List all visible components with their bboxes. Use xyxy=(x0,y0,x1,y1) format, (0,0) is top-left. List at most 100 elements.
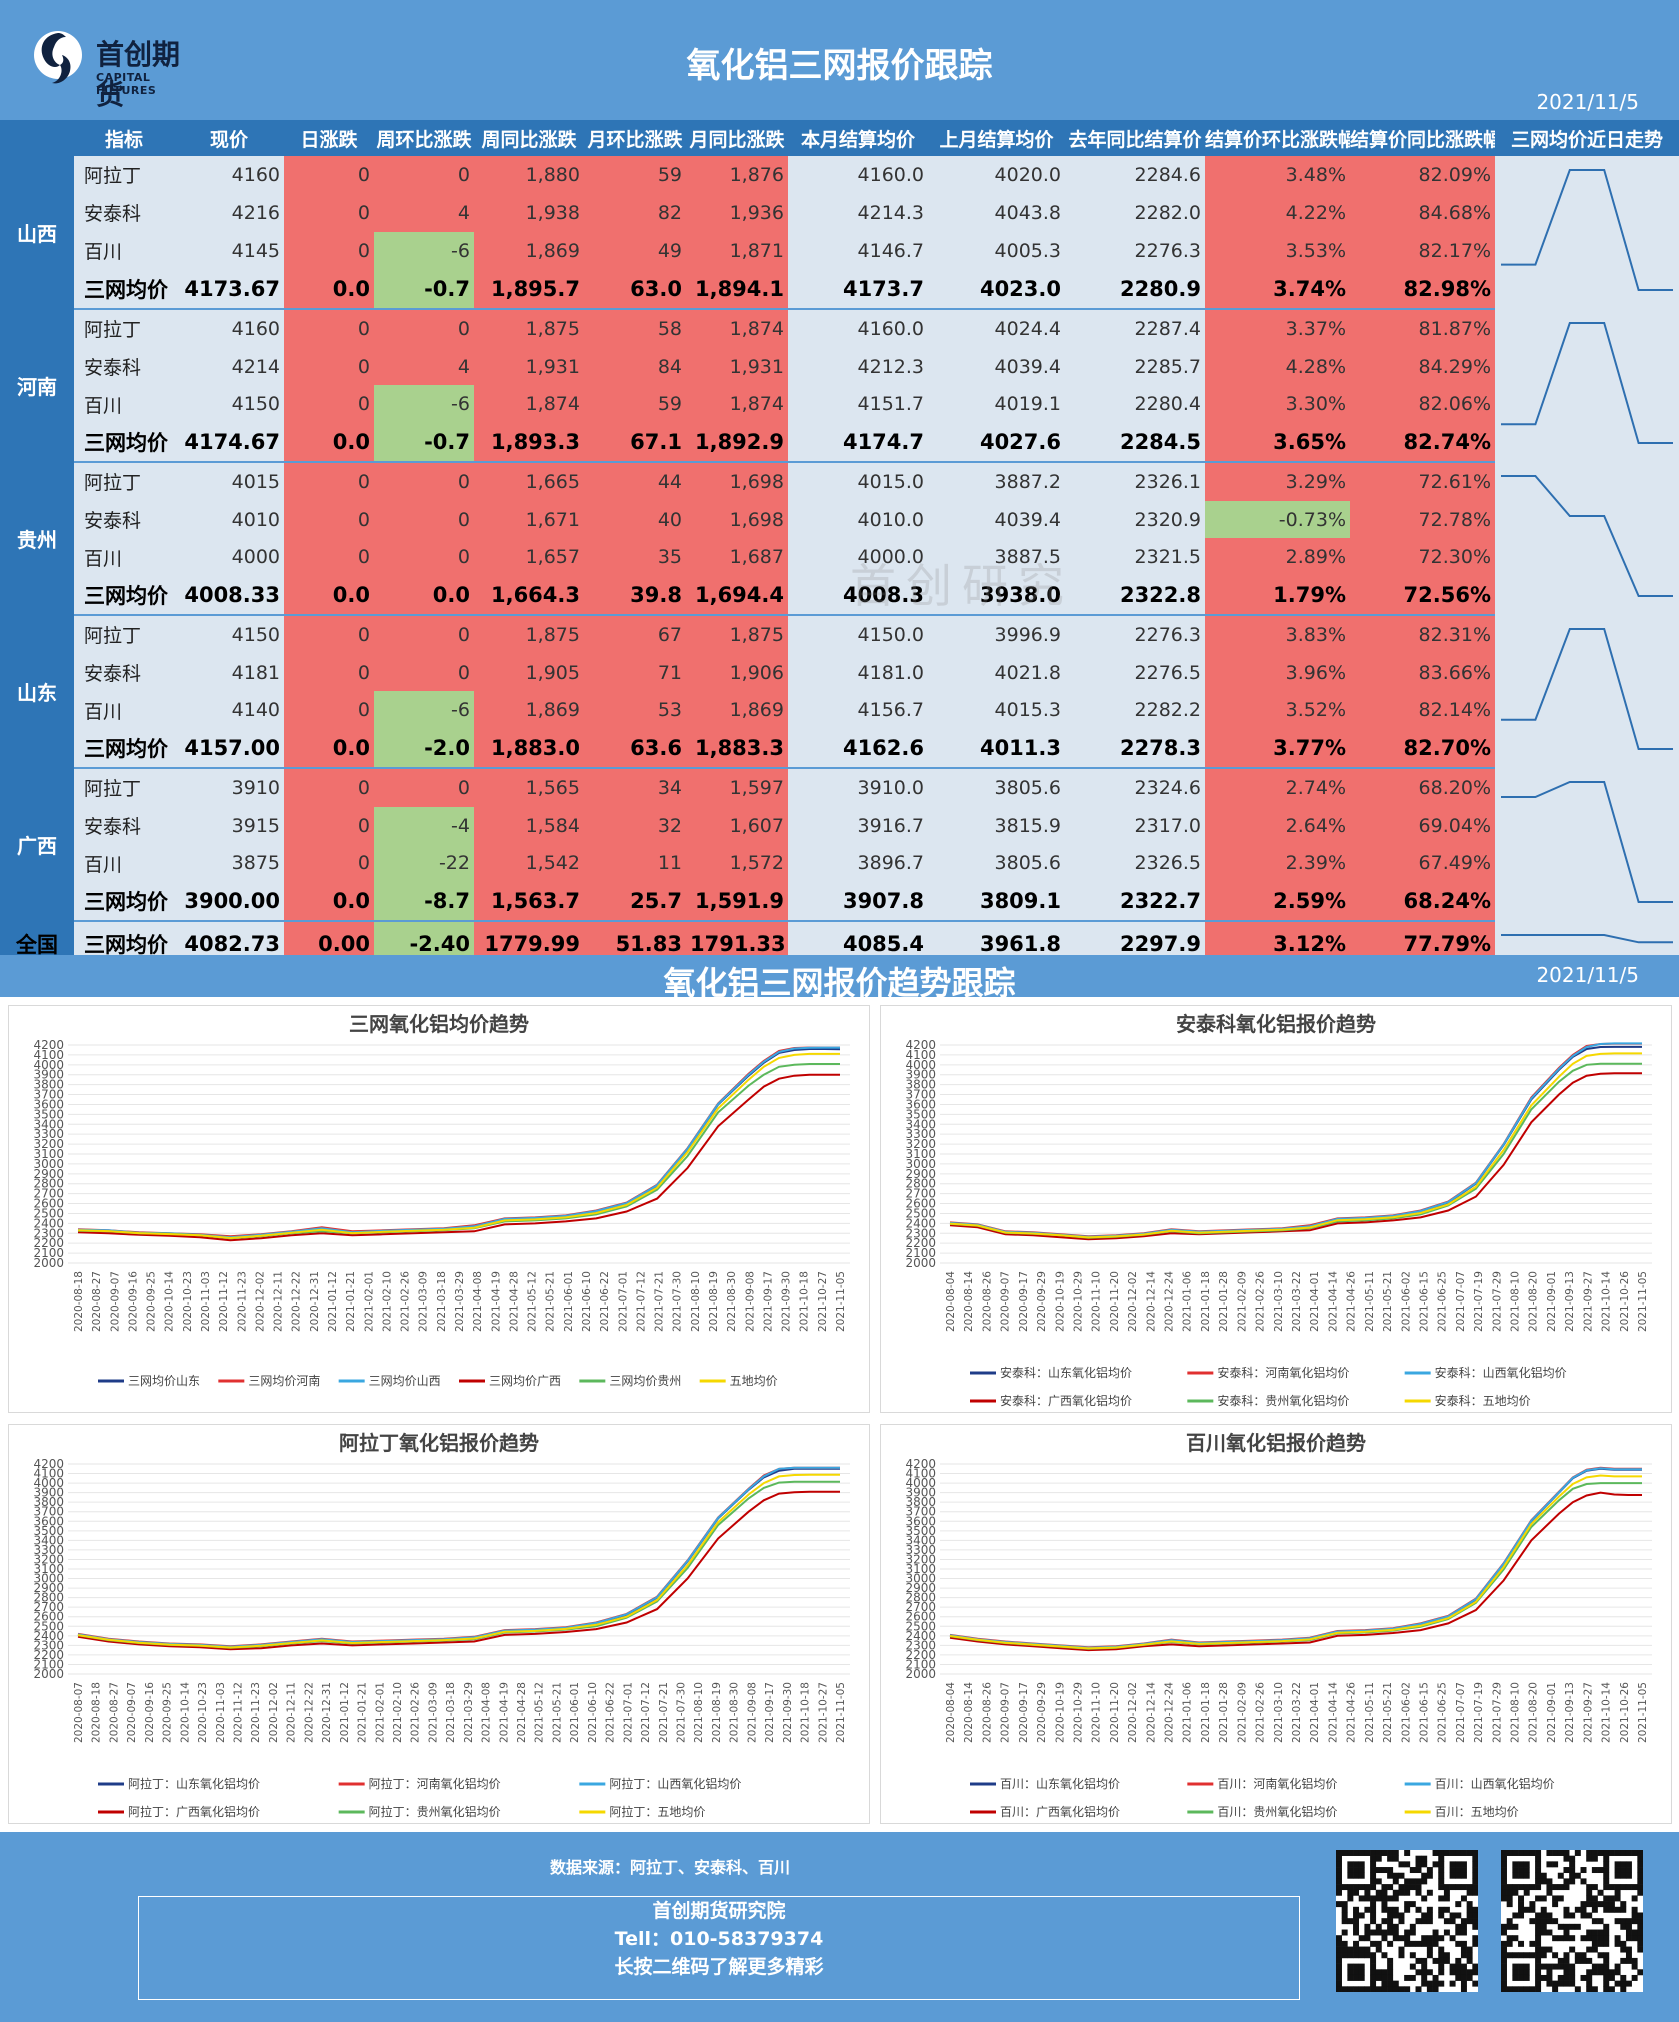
y-tick-label: 3800 xyxy=(905,1078,936,1092)
x-tick-label: 2021-07-01 xyxy=(617,1271,629,1332)
report-date: 2021/11/5 xyxy=(1536,90,1639,114)
table-row: 百川 3875 0 -22 1,542 11 1,572 3896.7 3805.6 2326.5… xyxy=(0,844,1679,883)
x-tick-label: 2021-02-01 xyxy=(363,1271,375,1332)
x-tick-label: 2021-05-12 xyxy=(534,1682,546,1743)
y-tick-label: 2500 xyxy=(33,1206,64,1220)
x-tick-label: 2020-11-23 xyxy=(250,1682,262,1743)
y-tick-label: 3500 xyxy=(33,1524,64,1538)
cell-value: 2.89% xyxy=(1205,538,1350,577)
quote-table: 指标 现价 日涨跌 周环比涨跌 周同比涨跌 月环比涨跌 月同比涨跌 本月结算均价 上月结算均价去… xyxy=(0,120,1679,966)
x-tick-label: 2021-09-08 xyxy=(744,1271,756,1332)
y-tick-label: 3100 xyxy=(905,1562,936,1576)
y-tick-label: 2100 xyxy=(905,1657,936,1671)
y-tick-label: 4000 xyxy=(905,1476,936,1490)
x-tick-label: 2021-06-01 xyxy=(569,1682,581,1743)
cell-value: 35 xyxy=(584,538,686,577)
cell-value: 2282.2 xyxy=(1065,691,1205,730)
x-tick-label: 2020-09-07 xyxy=(1000,1682,1012,1743)
y-tick-label: 2300 xyxy=(33,1638,64,1652)
row-label: 安泰科 xyxy=(74,500,174,539)
y-tick-label: 2200 xyxy=(33,1236,64,1250)
y-tick-label: 2500 xyxy=(905,1619,936,1633)
cell-value: 4015.0 xyxy=(788,462,928,501)
table-row: 广西 阿拉丁 3910 0 0 1,565 34 1,597 3910.0 3805.6 2324.… xyxy=(0,768,1679,921)
x-tick-label: 2021-09-17 xyxy=(764,1682,776,1743)
cell-value: 1,869 xyxy=(686,691,788,730)
cell-value: 4000 xyxy=(174,538,284,577)
table-row: 三网均价 4008.33 0.0 0.0 1,664.3 39.8 1,694.4 4008.… xyxy=(0,576,1679,616)
x-tick-label: 2021-09-01 xyxy=(1546,1682,1558,1743)
x-tick-label: 2021-01-28 xyxy=(1218,1682,1230,1743)
y-tick-label: 4200 xyxy=(33,1457,64,1471)
cell-value: 0 xyxy=(284,615,374,654)
org-name: 首创期货研究院 xyxy=(652,1900,786,1922)
cell-value: 84.68% xyxy=(1350,193,1495,232)
x-tick-label: 2020-09-29 xyxy=(1036,1271,1048,1332)
x-tick-label: 2021-04-08 xyxy=(472,1271,484,1332)
y-tick-label: 3000 xyxy=(33,1572,64,1586)
cell-value: 1,905 xyxy=(474,653,584,692)
cell-value: 4027.6 xyxy=(928,423,1065,463)
cell-value: 4150 xyxy=(174,385,284,424)
x-tick-label: 2021-11-05 xyxy=(835,1682,847,1743)
row-label: 阿拉丁 xyxy=(74,156,174,194)
x-tick-label: 2021-03-18 xyxy=(445,1682,457,1743)
x-tick-label: 2021-02-09 xyxy=(1236,1271,1248,1332)
y-tick-label: 3000 xyxy=(905,1157,936,1171)
y-tick-label: 2400 xyxy=(905,1629,936,1643)
x-tick-label: 2021-08-19 xyxy=(708,1271,720,1332)
y-tick-label: 2500 xyxy=(33,1619,64,1633)
cell-value: 2320.9 xyxy=(1065,500,1205,539)
x-tick-label: 2021-04-26 xyxy=(1346,1682,1358,1743)
cell-value: -0.7 xyxy=(374,423,474,463)
cell-value: 1,657 xyxy=(474,538,584,577)
x-tick-label: 2020-09-17 xyxy=(1018,1682,1030,1743)
cell-value: 3805.6 xyxy=(928,844,1065,883)
qr-code-icon[interactable] xyxy=(1501,1850,1643,1992)
cell-value: 1,893.3 xyxy=(474,423,584,463)
x-tick-label: 2020-08-18 xyxy=(91,1682,103,1743)
row-label: 百川 xyxy=(74,691,174,730)
cell-value: 0.0 xyxy=(284,269,374,311)
legend-label: 五地均价 xyxy=(730,1374,778,1388)
legend-label: 百川：山东氧化铝均价 xyxy=(1000,1776,1120,1791)
cell-value: 83.66% xyxy=(1350,653,1495,692)
watermark: 首创研究 xyxy=(850,559,1074,613)
cell-value: 1,565 xyxy=(474,768,584,807)
sparkline xyxy=(1501,934,1673,944)
table-row: 安泰科 4216 0 4 1,938 82 1,936 4214.3 4043.8 2282.0 4… xyxy=(0,193,1679,232)
x-tick-label: 2021-06-10 xyxy=(581,1271,593,1332)
cell-value: 63.6 xyxy=(584,729,686,769)
x-tick-label: 2020-11-20 xyxy=(1109,1271,1121,1332)
trend-section-date: 2021/11/5 xyxy=(1536,963,1639,987)
x-tick-label: 2020-08-04 xyxy=(945,1271,957,1332)
cell-value: 4160 xyxy=(174,156,284,194)
cell-value: 1,563.7 xyxy=(474,882,584,922)
chart-title: 百川氧化铝报价趋势 xyxy=(1186,1431,1366,1455)
y-tick-label: 3900 xyxy=(905,1068,936,1082)
legend-label: 阿拉丁：贵州氧化铝均价 xyxy=(369,1804,501,1819)
cell-value: 1,875 xyxy=(474,615,584,654)
cell-value: 0 xyxy=(284,193,374,232)
column-header: 日涨跌 xyxy=(284,120,374,156)
footer: 数据来源：阿拉丁、安泰科、百川 首创期货研究院 Tell：010-5837937… xyxy=(0,1832,1679,2022)
cell-value: 2285.7 xyxy=(1065,347,1205,386)
cell-value: 1,665 xyxy=(474,462,584,501)
chart-title: 三网氧化铝均价趋势 xyxy=(349,1012,529,1036)
chart-frame xyxy=(880,1424,1672,1824)
table-row: 三网均价 4157.00 0.0 -2.0 1,883.0 63.6 1,883.3 4162… xyxy=(0,729,1679,769)
qr-code-icon[interactable] xyxy=(1336,1850,1478,1992)
y-tick-label: 3700 xyxy=(33,1505,64,1519)
row-label: 百川 xyxy=(74,844,174,883)
cell-value: 1,698 xyxy=(686,462,788,501)
x-tick-label: 2020-09-29 xyxy=(1036,1682,1048,1743)
cell-value: 67.49% xyxy=(1350,844,1495,883)
cell-value: 0 xyxy=(374,156,474,194)
cell-value: 2276.3 xyxy=(1065,231,1205,270)
cell-value: 82.09% xyxy=(1350,156,1495,194)
cell-value: 0 xyxy=(284,768,374,807)
cell-value: 11 xyxy=(584,844,686,883)
cell-value: 4214.3 xyxy=(788,193,928,232)
cell-value: 44 xyxy=(584,462,686,501)
cell-value: -0.7 xyxy=(374,269,474,311)
